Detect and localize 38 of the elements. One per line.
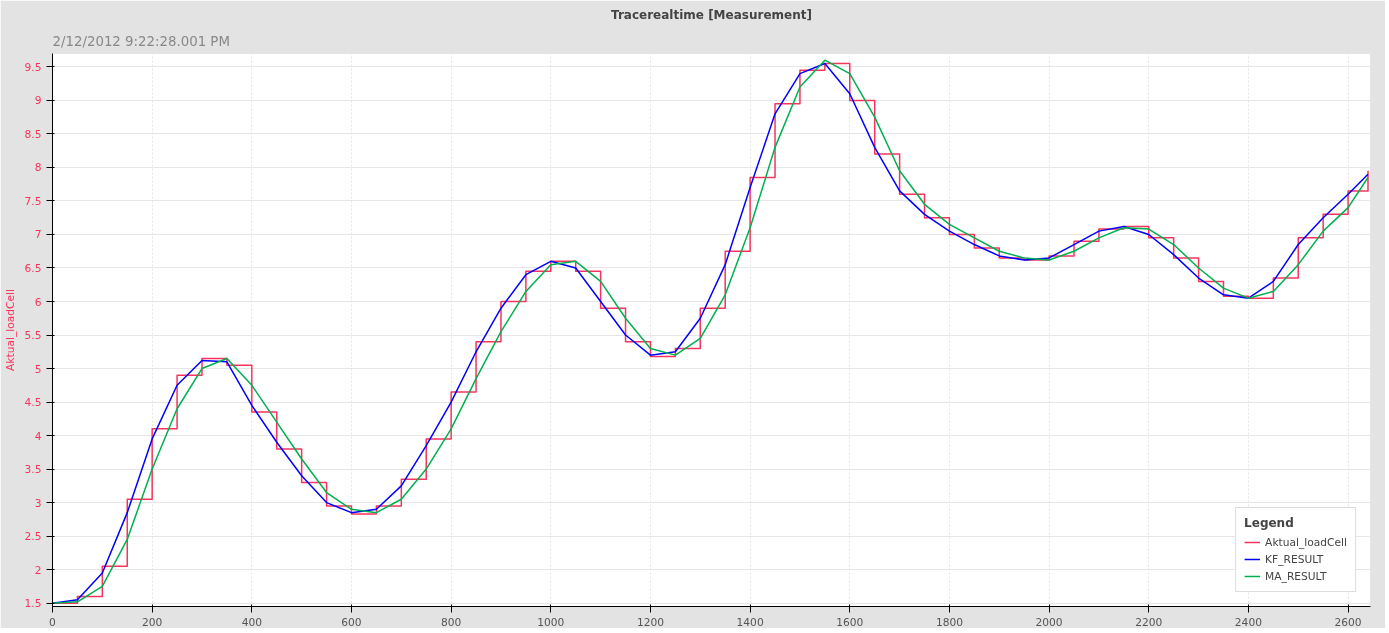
x-tick-label: 1200 xyxy=(636,615,665,629)
chart-subtitle: 2/12/2012 9:22:28.001 PM xyxy=(52,33,230,49)
y-tick-label: 5 xyxy=(34,362,42,376)
y-tick-label: 7 xyxy=(34,228,42,242)
legend-label: MA_RESULT xyxy=(1265,569,1327,583)
x-tick-label: 600 xyxy=(341,615,362,629)
legend-label: Aktual_loadCell xyxy=(1265,535,1347,549)
legend-label: KF_RESULT xyxy=(1265,552,1324,566)
x-tick-label: 0 xyxy=(49,615,57,629)
y-tick-label: 3 xyxy=(34,496,42,510)
legend-title: Legend xyxy=(1244,516,1295,530)
y-tick-label: 6.5 xyxy=(24,262,42,275)
x-tick-label: 1800 xyxy=(935,615,964,629)
x-tick-label: 2600 xyxy=(1334,615,1362,629)
x-tick-label: 1000 xyxy=(537,615,565,629)
y-tick-label: 5.5 xyxy=(24,329,42,343)
x-tick-label: 2400 xyxy=(1234,615,1263,629)
x-tick-label: 400 xyxy=(241,615,263,629)
y-tick-label: 9 xyxy=(34,94,42,108)
chart-title: Tracerealtime [Measurement] xyxy=(611,7,812,22)
y-axis-title: Aktual_loadCell xyxy=(3,289,17,371)
y-tick-label: 7.5 xyxy=(24,194,42,208)
y-tick-label: 6 xyxy=(34,295,42,309)
x-tick-label: 200 xyxy=(141,615,163,629)
x-tick-label: 1600 xyxy=(836,615,864,629)
y-tick-label: 9.5 xyxy=(24,60,42,74)
y-tick-label: 2 xyxy=(34,563,42,577)
y-tick-label: 8.5 xyxy=(24,127,42,141)
y-tick-label: 8 xyxy=(34,161,42,175)
y-tick-label: 1.5 xyxy=(24,597,42,611)
x-tick-label: 2000 xyxy=(1035,615,1063,629)
y-tick-label: 2.5 xyxy=(24,530,42,544)
x-tick-label: 2200 xyxy=(1135,615,1163,629)
x-tick-label: 800 xyxy=(440,615,462,629)
y-tick-label: 4.5 xyxy=(24,396,42,410)
y-tick-label: 4 xyxy=(34,429,42,443)
x-tick-label: 1400 xyxy=(736,615,764,629)
y-tick-label: 3.5 xyxy=(24,463,42,477)
